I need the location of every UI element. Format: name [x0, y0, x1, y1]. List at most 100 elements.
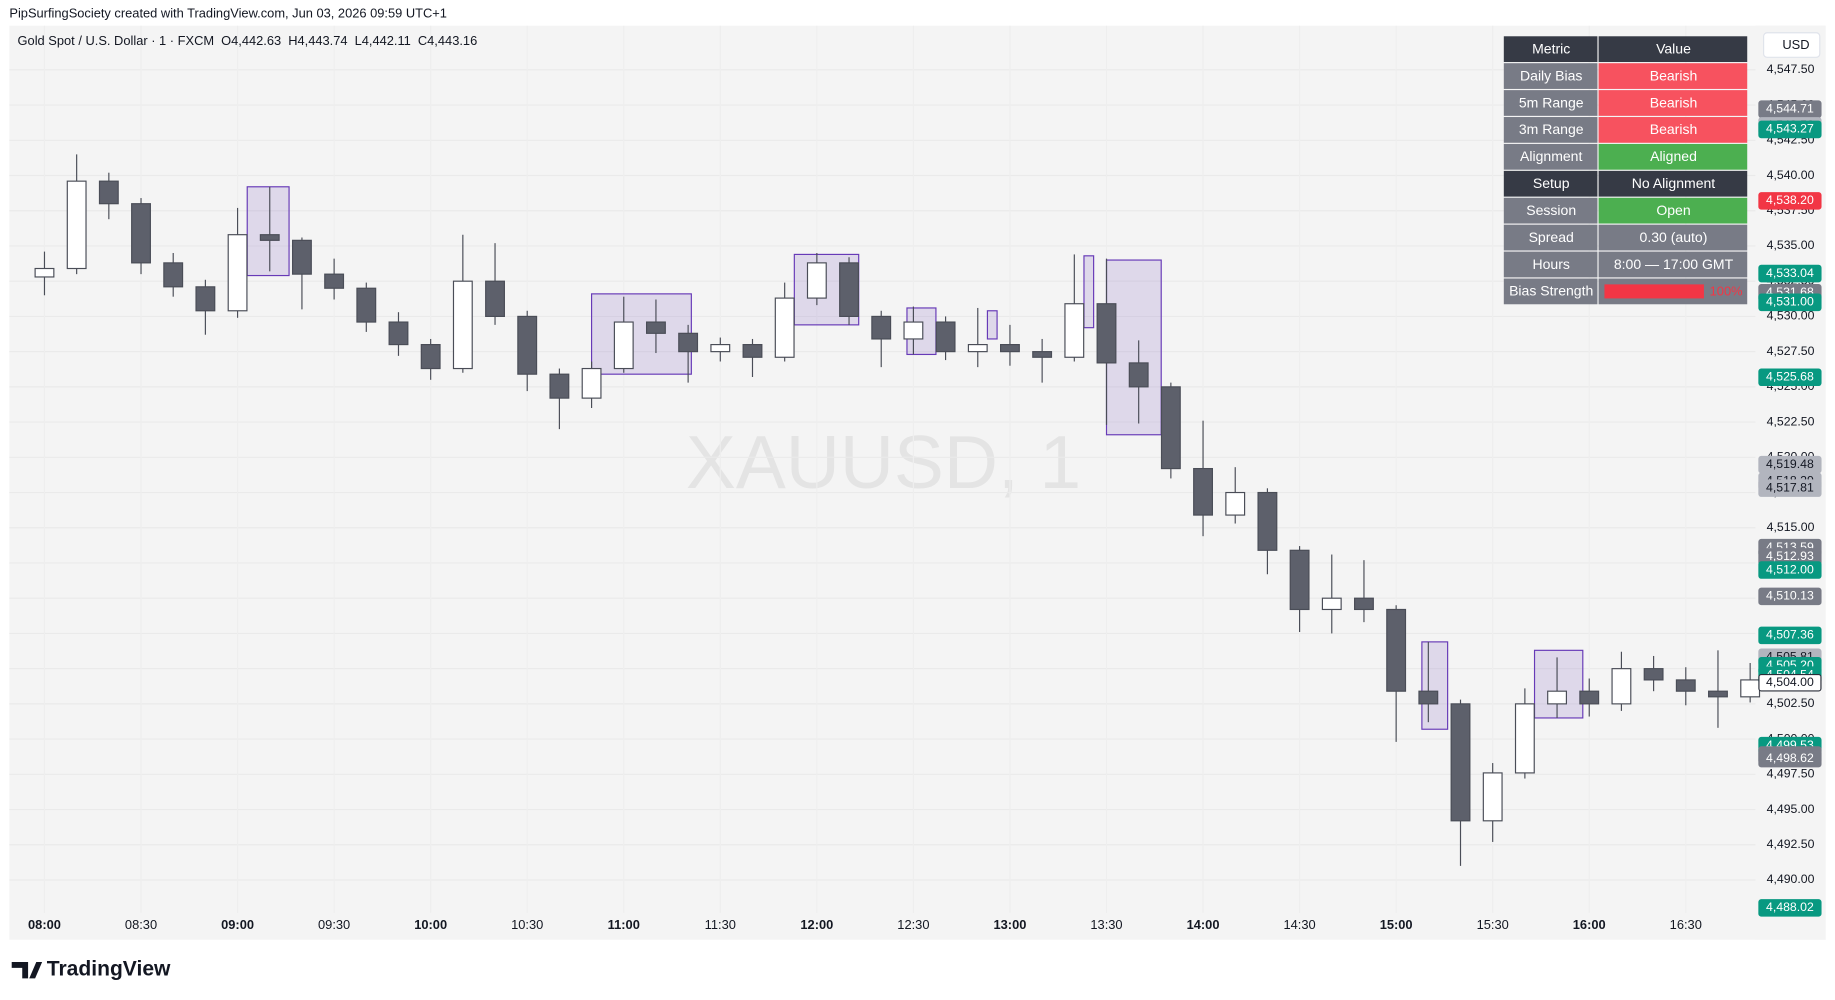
candle-body	[549, 373, 570, 399]
x-tick-label: 13:00	[994, 917, 1027, 932]
metric-label: Alignment	[1520, 148, 1582, 164]
x-tick-label: 11:30	[705, 917, 736, 932]
y-tick-label: 4,492.50	[1767, 837, 1815, 851]
price-tag-label: 4,504.00	[1766, 675, 1814, 689]
y-tick-label: 4,527.50	[1767, 344, 1815, 358]
x-tick-label: 12:30	[897, 917, 929, 932]
candle-body	[291, 239, 312, 275]
candle-body	[517, 315, 538, 375]
candle-body	[710, 344, 731, 353]
price-tag	[1758, 561, 1822, 579]
candle-body	[259, 234, 280, 241]
value-label: 0.30 (auto)	[1640, 229, 1708, 245]
price-tag	[1758, 192, 1822, 210]
y-tick-label: 4,547.50	[1767, 62, 1815, 76]
candle-body	[163, 262, 184, 288]
price-tag-label: 4,533.04	[1766, 266, 1814, 280]
candle-body	[1547, 690, 1568, 705]
price-tag	[1758, 899, 1822, 917]
y-tick-label: 4,515.00	[1767, 520, 1815, 534]
tradingview-logo[interactable]: TradingView	[11, 958, 171, 981]
metric-cell	[1503, 224, 1598, 251]
logo-text: TradingView	[47, 958, 171, 981]
metric-label: Daily Bias	[1520, 67, 1582, 83]
price-tag	[1758, 673, 1822, 692]
price-tag	[1758, 479, 1822, 497]
range-box	[246, 186, 290, 277]
candle-body	[1482, 772, 1503, 822]
candle-body	[613, 321, 634, 370]
value-label: Bearish	[1650, 67, 1698, 83]
value-label: 8:00 — 17:00 GMT	[1614, 256, 1734, 272]
candle-body	[967, 344, 988, 353]
x-tick-label: 15:00	[1380, 917, 1413, 932]
x-tick-label: 08:00	[28, 917, 61, 932]
metric-cell	[1503, 251, 1598, 278]
range-box	[986, 310, 998, 340]
candle-body	[1032, 351, 1053, 358]
price-tag	[1758, 749, 1822, 768]
candle-body	[1064, 303, 1085, 358]
price-tag-label: 4,517.81	[1766, 480, 1814, 494]
candle-body	[1160, 386, 1181, 470]
price-tag	[1758, 368, 1822, 387]
candle-body	[871, 315, 892, 340]
ohlc-key: L	[355, 34, 362, 49]
candle-body	[388, 321, 409, 346]
candle-body	[1611, 668, 1632, 705]
symbol-legend[interactable]: Gold Spot / U.S. Dollar · 1 · FXCM O4,442…	[18, 34, 478, 49]
x-tick-label: 09:00	[221, 917, 254, 932]
value-label: No Alignment	[1632, 175, 1716, 191]
price-tag	[1758, 120, 1822, 139]
value-cell	[1598, 251, 1748, 278]
candle-body	[420, 344, 441, 370]
price-tag-label: 4,538.20	[1766, 193, 1814, 207]
currency-label[interactable]: USD	[1782, 37, 1809, 52]
candle-body	[903, 321, 924, 340]
metric-cell	[1503, 117, 1598, 143]
value-cell	[1598, 143, 1748, 170]
x-tick-label: 12:00	[800, 917, 833, 932]
ohlc-key: O	[221, 34, 231, 49]
candle-body	[806, 262, 827, 299]
ohlc-value: 4,443.74	[297, 34, 347, 49]
candle-body	[1257, 491, 1278, 551]
metric-label: 3m Range	[1519, 121, 1584, 137]
candle-body	[1354, 597, 1374, 611]
value-cell	[1598, 224, 1748, 251]
candle-body	[98, 180, 119, 205]
symbol: Gold Spot / U.S. Dollar · 1 · FXCM	[18, 34, 215, 49]
logo-mark	[11, 961, 43, 979]
candle-body	[1643, 668, 1664, 681]
currency-button[interactable]	[1763, 32, 1821, 58]
x-tick-label: 15:30	[1477, 917, 1509, 932]
candles	[34, 154, 1761, 866]
candle-body	[324, 273, 345, 289]
metric-label: Setup	[1533, 175, 1570, 191]
price-tag-label: 4,544.71	[1766, 101, 1814, 115]
candle-body	[1096, 303, 1117, 364]
price-tag	[1758, 293, 1822, 312]
metric-label: Hours	[1532, 256, 1569, 272]
metric-cell	[1503, 143, 1598, 170]
candle-body	[1450, 703, 1471, 822]
y-tick-label: 4,540.00	[1767, 168, 1815, 182]
candle-body	[581, 367, 602, 399]
strength-bar	[1604, 284, 1704, 299]
candle-body	[1128, 362, 1149, 388]
candle-body	[1514, 703, 1535, 774]
x-tick-label: 16:30	[1670, 917, 1702, 932]
metric-label: Spread	[1529, 229, 1574, 245]
metric-cell	[1503, 63, 1598, 89]
bias-table: Metric Value Daily Bias Bearish 5m Range Bear…	[1503, 36, 1748, 305]
metric-cell	[1503, 170, 1598, 197]
price-tags: 4,544.714,543.524,543.274,538.204,533.04…	[1758, 100, 1822, 917]
value-cell	[1598, 63, 1748, 89]
range-box	[1533, 649, 1584, 719]
strength-label: 100%	[1710, 283, 1743, 298]
metric-label: Session	[1526, 202, 1576, 218]
y-tick-label: 4,522.50	[1767, 414, 1815, 428]
ohlc-key: H	[288, 34, 297, 49]
range-box	[1421, 641, 1449, 730]
